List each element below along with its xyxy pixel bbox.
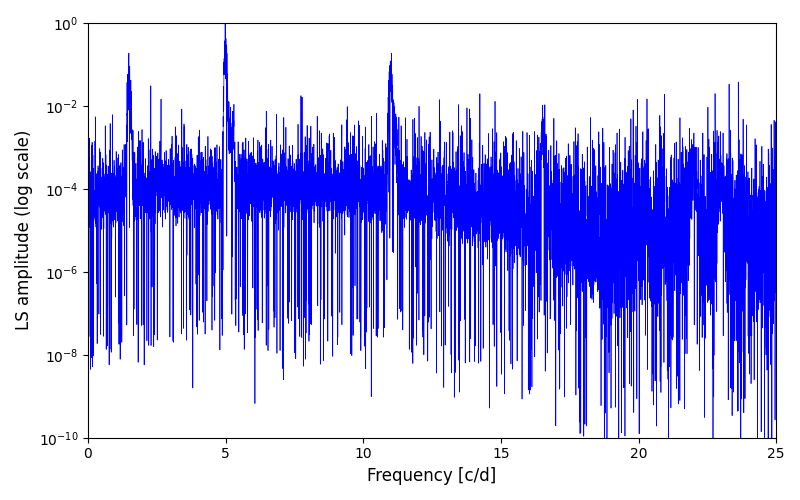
Y-axis label: LS amplitude (log scale): LS amplitude (log scale) [15,130,33,330]
X-axis label: Frequency [c/d]: Frequency [c/d] [367,467,497,485]
